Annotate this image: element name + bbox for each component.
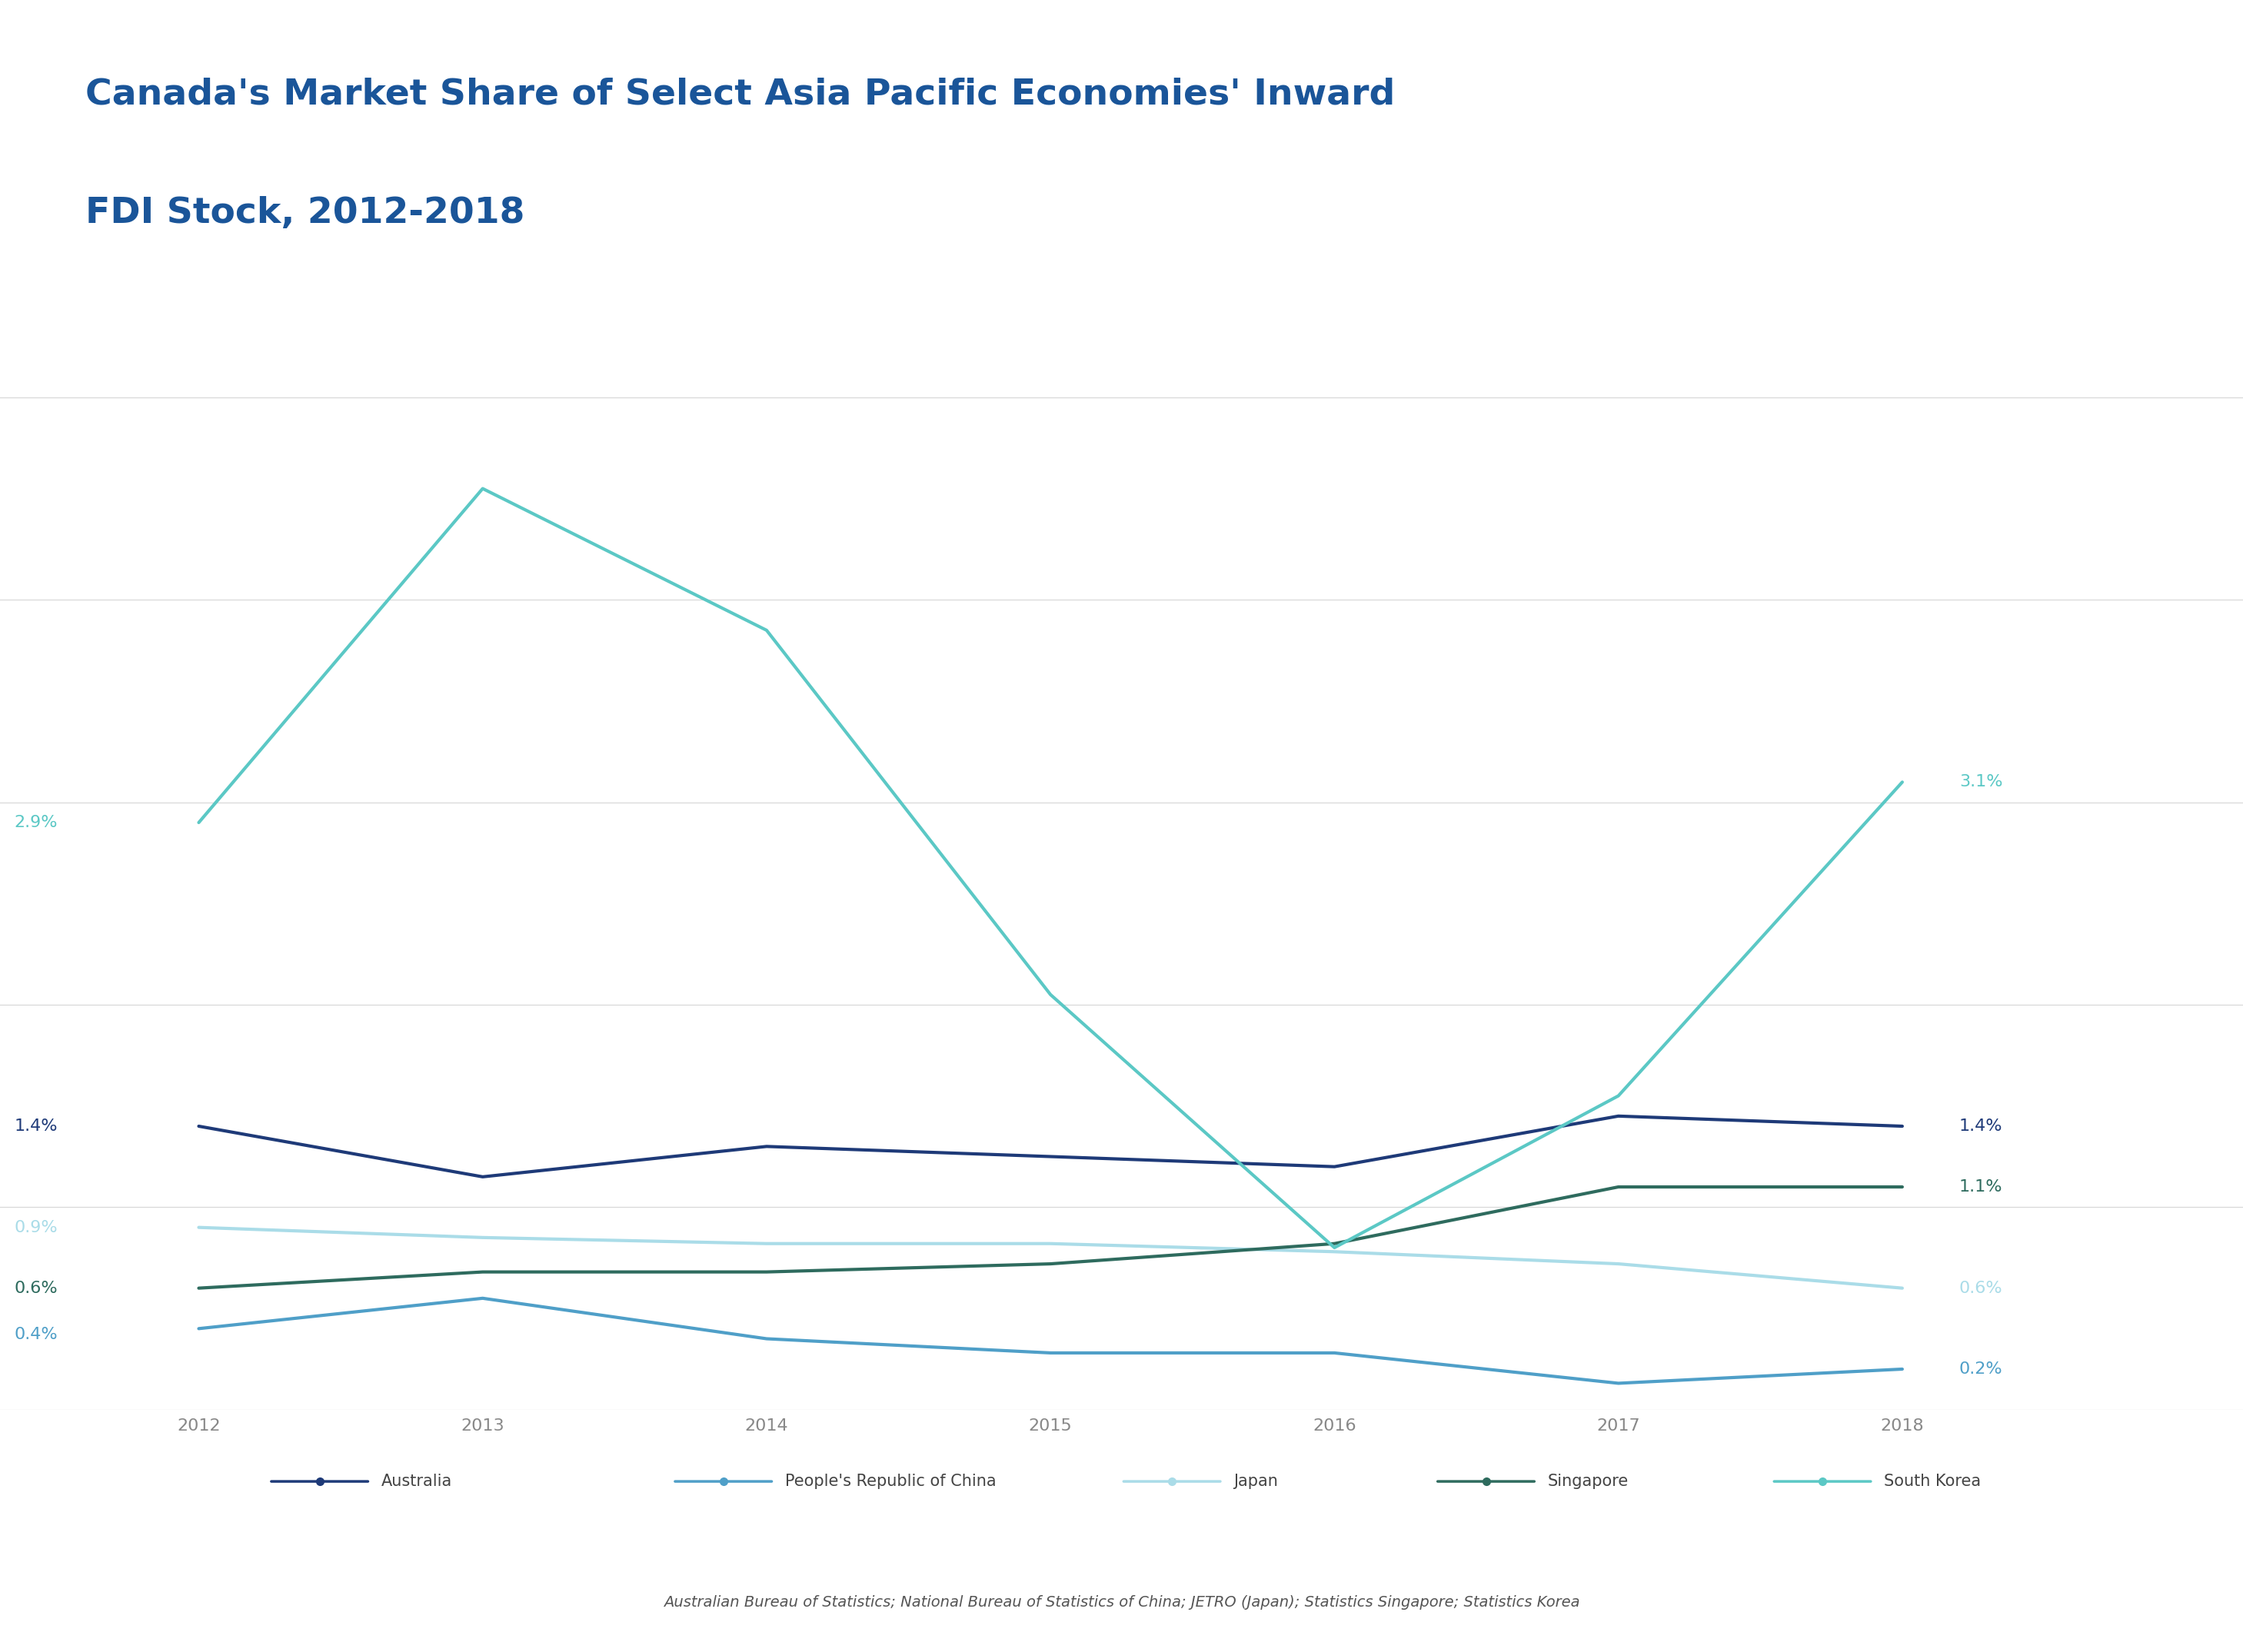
- Text: Canada's Market Share of Select Asia Pacific Economies' Inward: Canada's Market Share of Select Asia Pac…: [85, 78, 1395, 112]
- Text: Japan: Japan: [1234, 1474, 1279, 1488]
- Text: 0.6%: 0.6%: [13, 1280, 58, 1295]
- Text: 0.9%: 0.9%: [13, 1219, 58, 1236]
- Text: 1.4%: 1.4%: [1958, 1118, 2003, 1133]
- Text: 3.1%: 3.1%: [1958, 775, 2003, 790]
- Text: People's Republic of China: People's Republic of China: [785, 1474, 996, 1488]
- Text: 0.2%: 0.2%: [1958, 1361, 2003, 1376]
- Text: 1.4%: 1.4%: [13, 1118, 58, 1133]
- Text: Australia: Australia: [381, 1474, 453, 1488]
- Text: 1.1%: 1.1%: [1958, 1180, 2003, 1194]
- Text: South Korea: South Korea: [1884, 1474, 1981, 1488]
- Text: Singapore: Singapore: [1548, 1474, 1628, 1488]
- Text: FDI Stock, 2012-2018: FDI Stock, 2012-2018: [85, 197, 525, 231]
- Text: Australian Bureau of Statistics; National Bureau of Statistics of China; JETRO (: Australian Bureau of Statistics; Nationa…: [664, 1596, 1579, 1611]
- Text: 2.9%: 2.9%: [13, 814, 58, 831]
- Text: 0.4%: 0.4%: [13, 1327, 58, 1343]
- Text: 0.6%: 0.6%: [1958, 1280, 2003, 1295]
